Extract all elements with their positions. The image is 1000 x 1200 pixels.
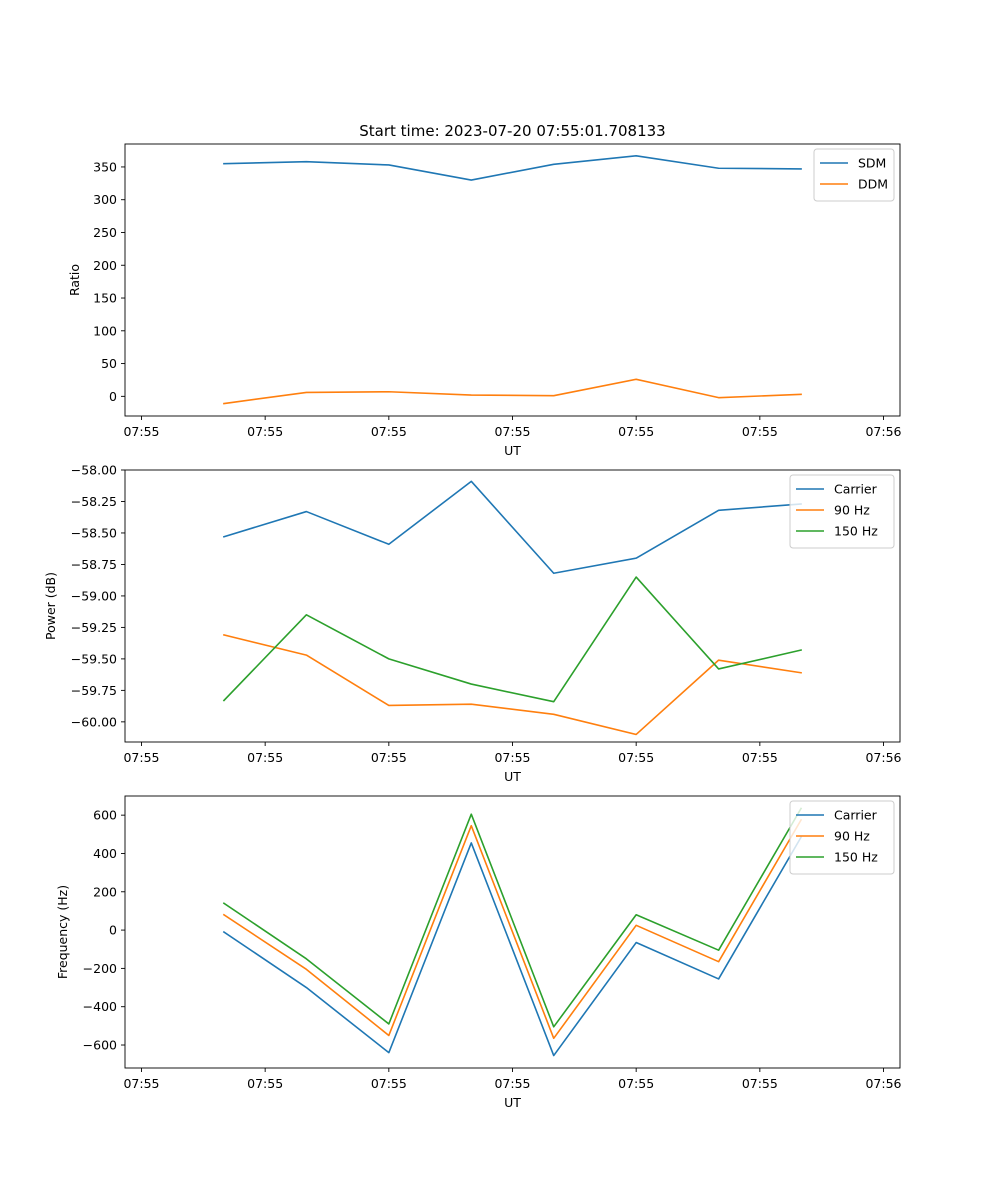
series-line-90-hz [222, 818, 803, 1040]
x-tick-label: 07:55 [742, 1076, 778, 1091]
legend-label: 150 Hz [834, 524, 878, 539]
x-axis-label: UT [504, 1095, 521, 1110]
legend-label: 90 Hz [834, 503, 870, 518]
legend-label: 150 Hz [834, 850, 878, 865]
y-tick-label: −58.75 [71, 557, 117, 572]
y-tick-label: 600 [93, 808, 117, 823]
axes-frame [124, 143, 901, 417]
legend: SDM DDM [813, 148, 895, 202]
x-tick-label: 07:55 [247, 750, 283, 765]
series-line-150-hz [222, 807, 803, 1028]
y-tick-label: 150 [93, 291, 117, 306]
y-tick-label: −59.75 [71, 683, 117, 698]
legend-box [789, 474, 895, 549]
subplots-container: 07:55 07:55 07:55 07:55 07:55 07:55 07:56 0 50 10… [43, 143, 902, 1110]
x-tick-label: 07:55 [742, 750, 778, 765]
series-line-150-hz [222, 576, 803, 703]
x-tick-label: 07:56 [865, 424, 901, 439]
y-tick-label: −200 [83, 961, 117, 976]
series-line-90-hz [222, 633, 802, 736]
legend-label: Carrier [834, 808, 878, 823]
legend-label: 90 Hz [834, 829, 870, 844]
y-tick-label: −59.00 [71, 588, 117, 603]
x-tick-label: 07:55 [247, 1076, 283, 1091]
x-tick-label: 07:55 [494, 424, 530, 439]
y-axis-label: Power (dB) [43, 572, 58, 640]
x-tick-label: 07:55 [371, 424, 407, 439]
legend-label: DDM [858, 177, 888, 192]
y-tick-label: 50 [101, 356, 117, 371]
x-tick-label: 07:55 [742, 424, 778, 439]
legend-label: SDM [858, 156, 886, 171]
x-tick-label: 07:55 [371, 750, 407, 765]
legend: Carrier 90 Hz 150 Hz [789, 800, 895, 875]
legend: Carrier 90 Hz 150 Hz [789, 474, 895, 549]
legend-box [813, 148, 895, 202]
x-tick-label: 07:55 [494, 750, 530, 765]
y-tick-label: 300 [93, 192, 117, 207]
legend-box [789, 800, 895, 875]
y-tick-label: 400 [93, 846, 117, 861]
y-tick-label: −58.50 [71, 525, 117, 540]
y-tick-label: −60.00 [71, 714, 117, 729]
y-tick-label: 250 [93, 225, 117, 240]
y-tick-label: −58.25 [71, 494, 117, 509]
legend-label: Carrier [834, 482, 878, 497]
x-tick-label: 07:55 [247, 424, 283, 439]
subplot-3: 07:55 07:55 07:55 07:55 07:55 07:55 07:56 −600 −… [55, 795, 902, 1110]
x-tick-label: 07:55 [123, 424, 159, 439]
series-line-sdm [223, 155, 802, 181]
x-tick-label: 07:55 [618, 750, 654, 765]
y-tick-label: −600 [83, 1038, 117, 1053]
y-tick-label: 350 [93, 159, 117, 174]
y-tick-label: −400 [83, 999, 117, 1014]
x-tick-label: 07:55 [123, 1076, 159, 1091]
y-tick-label: 200 [93, 258, 117, 273]
y-tick-label: 200 [93, 884, 117, 899]
y-tick-label: −59.25 [71, 620, 117, 635]
y-tick-label: −58.00 [71, 463, 117, 478]
series-line-carrier [222, 836, 803, 1057]
figure-title: Start time: 2023-07-20 07:55:01.708133 [359, 122, 665, 140]
x-tick-label: 07:56 [865, 750, 901, 765]
x-axis-label: UT [504, 769, 521, 784]
x-tick-label: 07:55 [618, 1076, 654, 1091]
y-tick-label: 100 [93, 323, 117, 338]
axes-frame [124, 469, 901, 743]
y-tick-label: −59.50 [71, 651, 117, 666]
x-tick-label: 07:55 [618, 424, 654, 439]
subplot-2: 07:55 07:55 07:55 07:55 07:55 07:55 07:56 −60.0… [43, 463, 902, 785]
x-tick-label: 07:56 [865, 1076, 901, 1091]
x-tick-label: 07:55 [494, 1076, 530, 1091]
y-axis-label: Frequency (Hz) [55, 885, 70, 979]
series-line-ddm [223, 378, 802, 405]
y-tick-label: 0 [109, 389, 117, 404]
y-tick-label: 0 [109, 923, 117, 938]
x-tick-label: 07:55 [371, 1076, 407, 1091]
y-axis-label: Ratio [67, 264, 82, 296]
series-line-carrier [222, 480, 802, 575]
x-axis-label: UT [504, 443, 521, 458]
x-tick-label: 07:55 [123, 750, 159, 765]
subplot-1: 07:55 07:55 07:55 07:55 07:55 07:55 07:56 0 50 10… [67, 143, 902, 458]
